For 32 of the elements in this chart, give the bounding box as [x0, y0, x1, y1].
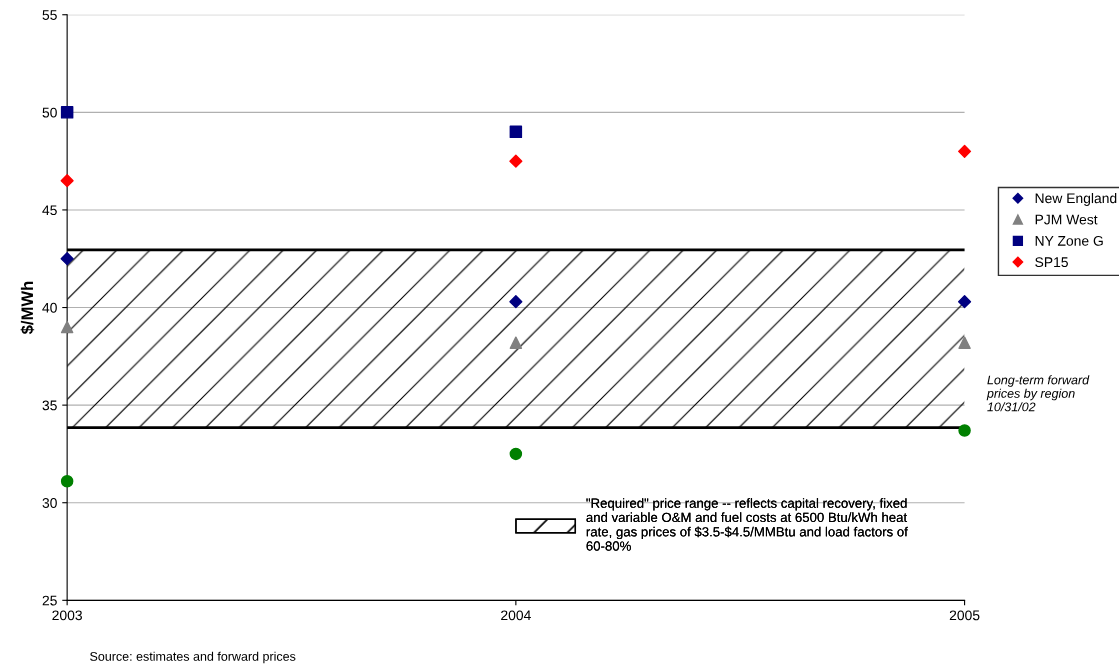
point: [509, 336, 523, 349]
x-tick-label: 2003: [52, 610, 82, 621]
x-tick-label: 2004: [501, 610, 531, 621]
y-tick-label: 30: [42, 498, 57, 508]
point: [60, 320, 74, 334]
y-tick-label: 55: [42, 10, 57, 20]
point: [509, 447, 523, 461]
point: [957, 295, 972, 309]
y-tick-label: 40: [42, 302, 57, 313]
x-tick-label: 2005: [949, 610, 980, 621]
y-tick-label: 35: [42, 400, 57, 411]
point: [958, 424, 971, 437]
legend-label: New England: [1035, 193, 1117, 206]
point: [509, 295, 523, 309]
text: Long-term forward prices by region 10/31/02: [986, 375, 1090, 412]
legend-label: NY Zone G: [1035, 235, 1103, 246]
point: [957, 144, 972, 158]
source-note: Source: estimates and forward prices: [90, 651, 296, 664]
y-tick-label: 50: [42, 107, 57, 118]
y-tick-label: 25: [42, 595, 57, 606]
point: [509, 154, 523, 168]
point: [60, 252, 74, 266]
y-tick-label: 45: [42, 205, 57, 216]
point: [60, 106, 74, 119]
legend-label: "Required" price range -- reflects capital recovery, fixed and variable O&M and fuel costs at 6500 Btu/kWh heat rate, gas prices of $3.5-$4.5/MMBtu and load factors of 60-80%: [586, 498, 908, 551]
point: [60, 174, 74, 188]
y-axis-title: $/MWh: [20, 281, 35, 335]
point: [509, 125, 523, 139]
legend-label: SP15: [1035, 257, 1068, 268]
point: [60, 475, 74, 488]
legend-label: PJM West: [1035, 214, 1098, 225]
point: [958, 336, 971, 349]
